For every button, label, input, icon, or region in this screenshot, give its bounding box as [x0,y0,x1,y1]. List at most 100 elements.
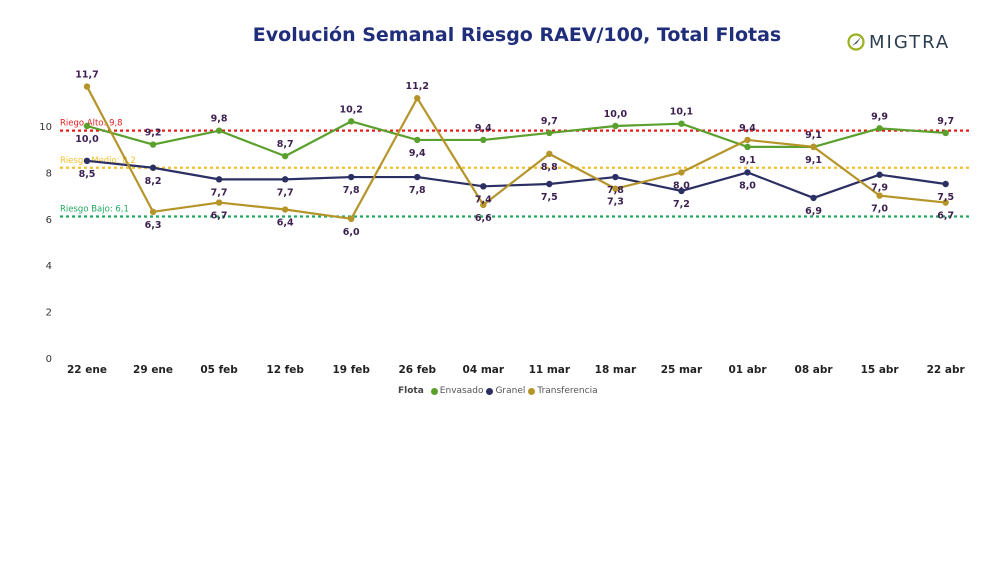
data-label: 10,1 [670,107,693,118]
data-label: 7,7 [211,187,228,198]
data-label: 8,2 [145,176,162,187]
legend-marker [430,387,438,395]
data-label: 6,7 [211,211,228,222]
legend-marker [528,387,536,395]
data-point [83,157,91,164]
legend-title: Flota [398,386,424,396]
data-point [83,83,91,90]
data-point [348,173,355,181]
data-label: 8,5 [79,169,96,180]
series-group [83,83,949,222]
data-point [942,199,949,206]
x-tick-label: 11 mar [529,364,571,376]
data-label: 6,3 [145,220,162,231]
data-label: 7,8 [343,185,360,196]
data-label: 7,9 [871,183,888,194]
data-label: 7,5 [937,192,954,203]
data-label: 9,1 [739,155,756,166]
data-label: 9,4 [739,123,756,134]
y-axis: 0 2 4 6 8 10 [39,122,52,365]
data-label: 10,0 [604,109,628,120]
data-label: 8,0 [673,180,690,191]
data-label: 10,0 [75,134,99,145]
data-point [744,169,751,176]
data-point [215,127,223,134]
legend-label: Transferencia [537,386,598,396]
data-label: 8,8 [541,162,558,173]
migtra-logo: MIGTRA [846,30,950,54]
data-point [810,143,817,151]
reference-lines: Riego Alto: 9,8 Riesgo Medio: 8,2 Riesgo B… [60,119,972,218]
data-label: 6,7 [937,211,954,222]
data-point [215,199,223,206]
x-tick-label: 04 mar [463,364,505,376]
series-line-granel [86,159,946,200]
data-point [546,180,553,188]
x-tick-label: 19 feb [332,364,370,376]
data-label: 8,0 [739,180,756,191]
x-tick-label: 01 abr [728,364,767,376]
x-tick-label: 22 abr [927,364,966,376]
data-label: 11,7 [75,70,98,81]
data-label: 7,8 [607,185,624,196]
data-point [612,185,619,192]
data-label: 6,0 [343,227,360,238]
x-axis: 22 ene 29 ene 05 feb 12 feb 19 feb 26 feb 04 m… [67,364,965,376]
data-point [942,129,949,137]
reference-line-label: Riego Alto: 9,8 [60,119,123,129]
data-point [612,173,619,181]
data-point [942,180,949,188]
data-point [414,173,421,181]
data-point [281,152,289,160]
data-point [281,206,289,213]
data-label: 7,2 [673,199,690,210]
data-label: 9,8 [211,114,228,125]
data-point [348,118,355,125]
data-point [414,94,421,102]
data-point [414,136,421,144]
data-label: 7,8 [409,185,426,196]
legend-marker [486,387,494,395]
data-label: 9,7 [937,116,954,127]
data-point [215,176,223,183]
data-point [149,141,157,148]
x-tick-label: 26 feb [399,364,437,376]
y-tick-label: 6 [46,215,52,226]
data-label: 9,4 [409,148,426,159]
y-tick-label: 2 [46,308,52,319]
chart-legend: Flota Envasado Granel Transferencia [398,386,598,396]
data-point [149,208,157,216]
data-point [678,120,685,127]
data-point [810,194,817,202]
x-tick-label: 29 ene [133,364,173,376]
chart-title: Evolución Semanal Riesgo RAEV/100, Total… [252,24,782,46]
data-label: 7,0 [871,204,888,215]
data-point [83,122,91,130]
data-label: 6,6 [475,213,492,224]
x-tick-label: 08 abr [795,364,834,376]
logo-text: MIGTRA [869,31,951,53]
data-point [744,136,751,144]
y-tick-label: 10 [39,122,52,133]
reference-line-label: Riesgo Medio: 8,2 [60,156,136,166]
data-label: 6,9 [805,206,822,217]
y-tick-label: 0 [46,354,52,365]
data-point [678,187,685,195]
data-point [348,215,355,222]
legend-label: Envasado [439,386,484,396]
data-label: 7,5 [541,192,558,203]
x-tick-label: 05 feb [200,364,238,376]
data-point [612,122,619,130]
legend-items: Envasado Granel Transferencia [428,386,598,396]
y-tick-label: 8 [46,168,52,179]
data-point [678,169,685,176]
x-tick-label: 15 abr [861,364,900,376]
data-label: 9,1 [805,155,822,166]
data-labels: 10,0 8,5 11,7 9,2 8,2 6,3 9,8 7,7 6,7 8,7 7,7 6,4 10… [75,70,954,238]
data-point [281,176,289,183]
x-tick-label: 22 ene [67,364,107,376]
x-tick-label: 18 mar [595,364,637,376]
data-label: 8,7 [277,139,294,150]
data-point [546,150,553,158]
